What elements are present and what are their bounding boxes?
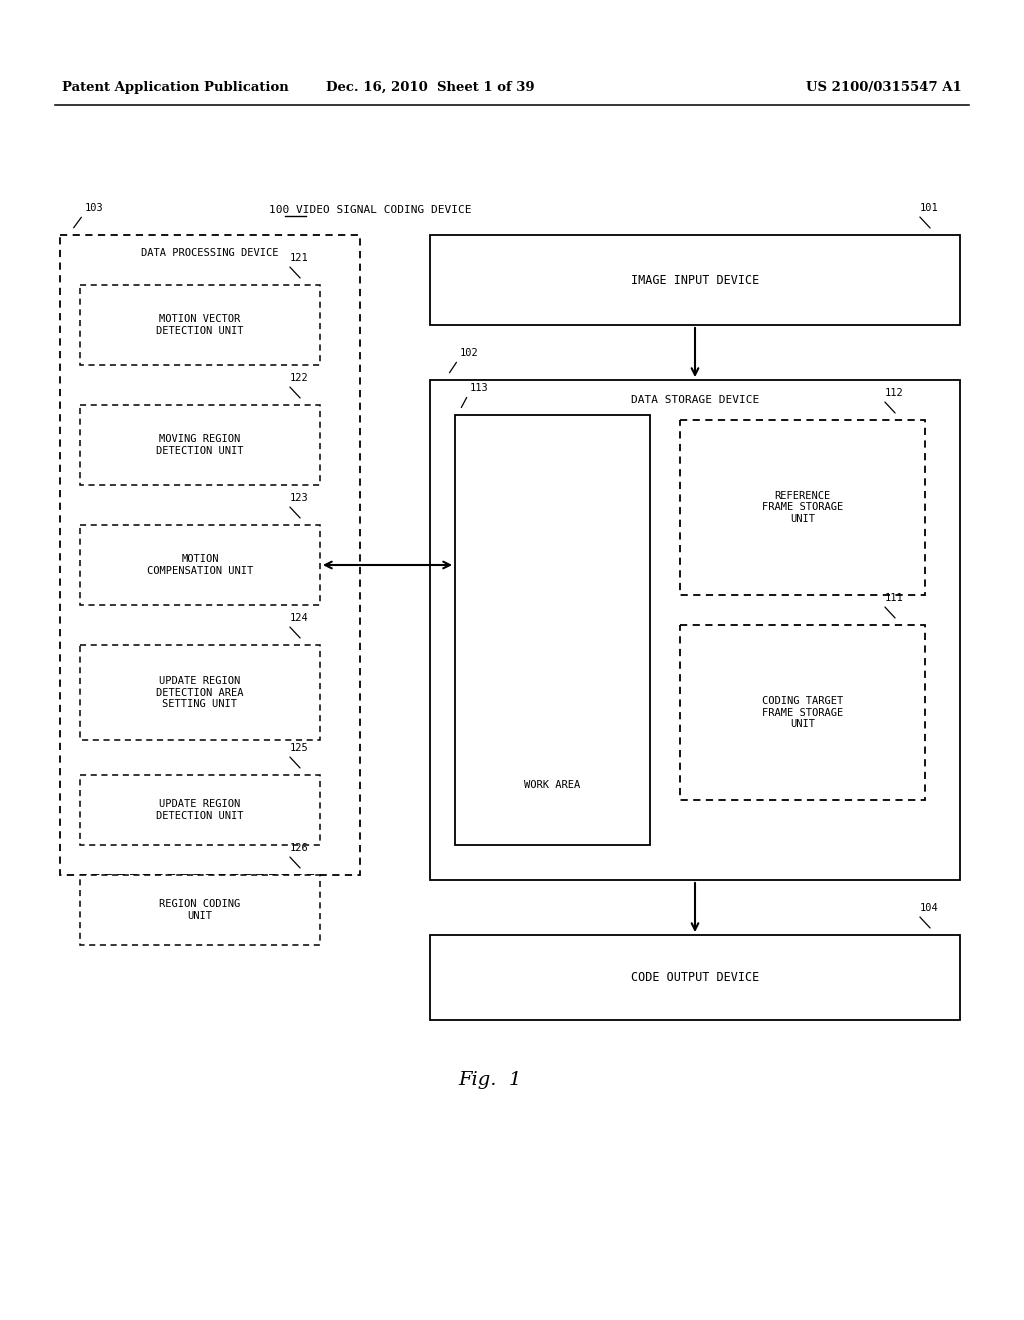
Text: 122: 122 — [290, 374, 309, 383]
Bar — [680, 420, 925, 595]
Text: 124: 124 — [290, 612, 309, 623]
Text: REGION CODING
UNIT: REGION CODING UNIT — [160, 899, 241, 921]
Text: Patent Application Publication: Patent Application Publication — [62, 81, 289, 94]
Text: IMAGE INPUT DEVICE: IMAGE INPUT DEVICE — [631, 273, 759, 286]
Text: MOTION VECTOR
DETECTION UNIT: MOTION VECTOR DETECTION UNIT — [157, 314, 244, 335]
Text: 123: 123 — [290, 492, 309, 503]
Text: Dec. 16, 2010  Sheet 1 of 39: Dec. 16, 2010 Sheet 1 of 39 — [326, 81, 535, 94]
Bar — [60, 235, 360, 875]
Text: Fig.  1: Fig. 1 — [459, 1071, 521, 1089]
Text: 125: 125 — [290, 743, 309, 752]
Text: WORK AREA: WORK AREA — [524, 780, 581, 789]
Text: 121: 121 — [290, 253, 309, 263]
Bar — [80, 775, 319, 845]
Text: DATA STORAGE DEVICE: DATA STORAGE DEVICE — [631, 395, 759, 405]
Text: 113: 113 — [470, 383, 488, 393]
Text: 100 VIDEO SIGNAL CODING DEVICE: 100 VIDEO SIGNAL CODING DEVICE — [268, 205, 471, 215]
Text: MOTION
COMPENSATION UNIT: MOTION COMPENSATION UNIT — [146, 554, 253, 576]
Text: 112: 112 — [885, 388, 904, 399]
Bar — [430, 235, 961, 325]
Bar — [430, 935, 961, 1020]
Text: REFERENCE
FRAME STORAGE
UNIT: REFERENCE FRAME STORAGE UNIT — [762, 491, 843, 524]
Text: UPDATE REGION
DETECTION AREA
SETTING UNIT: UPDATE REGION DETECTION AREA SETTING UNI… — [157, 676, 244, 709]
Bar — [80, 405, 319, 484]
Bar — [80, 285, 319, 366]
Text: 103: 103 — [85, 203, 103, 213]
Bar — [80, 645, 319, 741]
Bar — [455, 414, 650, 845]
Text: 104: 104 — [920, 903, 939, 913]
Bar — [80, 875, 319, 945]
Text: DATA PROCESSING DEVICE: DATA PROCESSING DEVICE — [141, 248, 279, 257]
Bar — [430, 380, 961, 880]
Bar — [80, 525, 319, 605]
Text: 101: 101 — [920, 203, 939, 213]
Bar — [680, 624, 925, 800]
Text: 126: 126 — [290, 843, 309, 853]
Text: MOVING REGION
DETECTION UNIT: MOVING REGION DETECTION UNIT — [157, 434, 244, 455]
Text: UPDATE REGION
DETECTION UNIT: UPDATE REGION DETECTION UNIT — [157, 799, 244, 821]
Text: US 2100/0315547 A1: US 2100/0315547 A1 — [806, 81, 962, 94]
Text: CODING TARGET
FRAME STORAGE
UNIT: CODING TARGET FRAME STORAGE UNIT — [762, 696, 843, 729]
Text: CODE OUTPUT DEVICE: CODE OUTPUT DEVICE — [631, 972, 759, 983]
Text: 102: 102 — [460, 348, 479, 358]
Text: 111: 111 — [885, 593, 904, 603]
